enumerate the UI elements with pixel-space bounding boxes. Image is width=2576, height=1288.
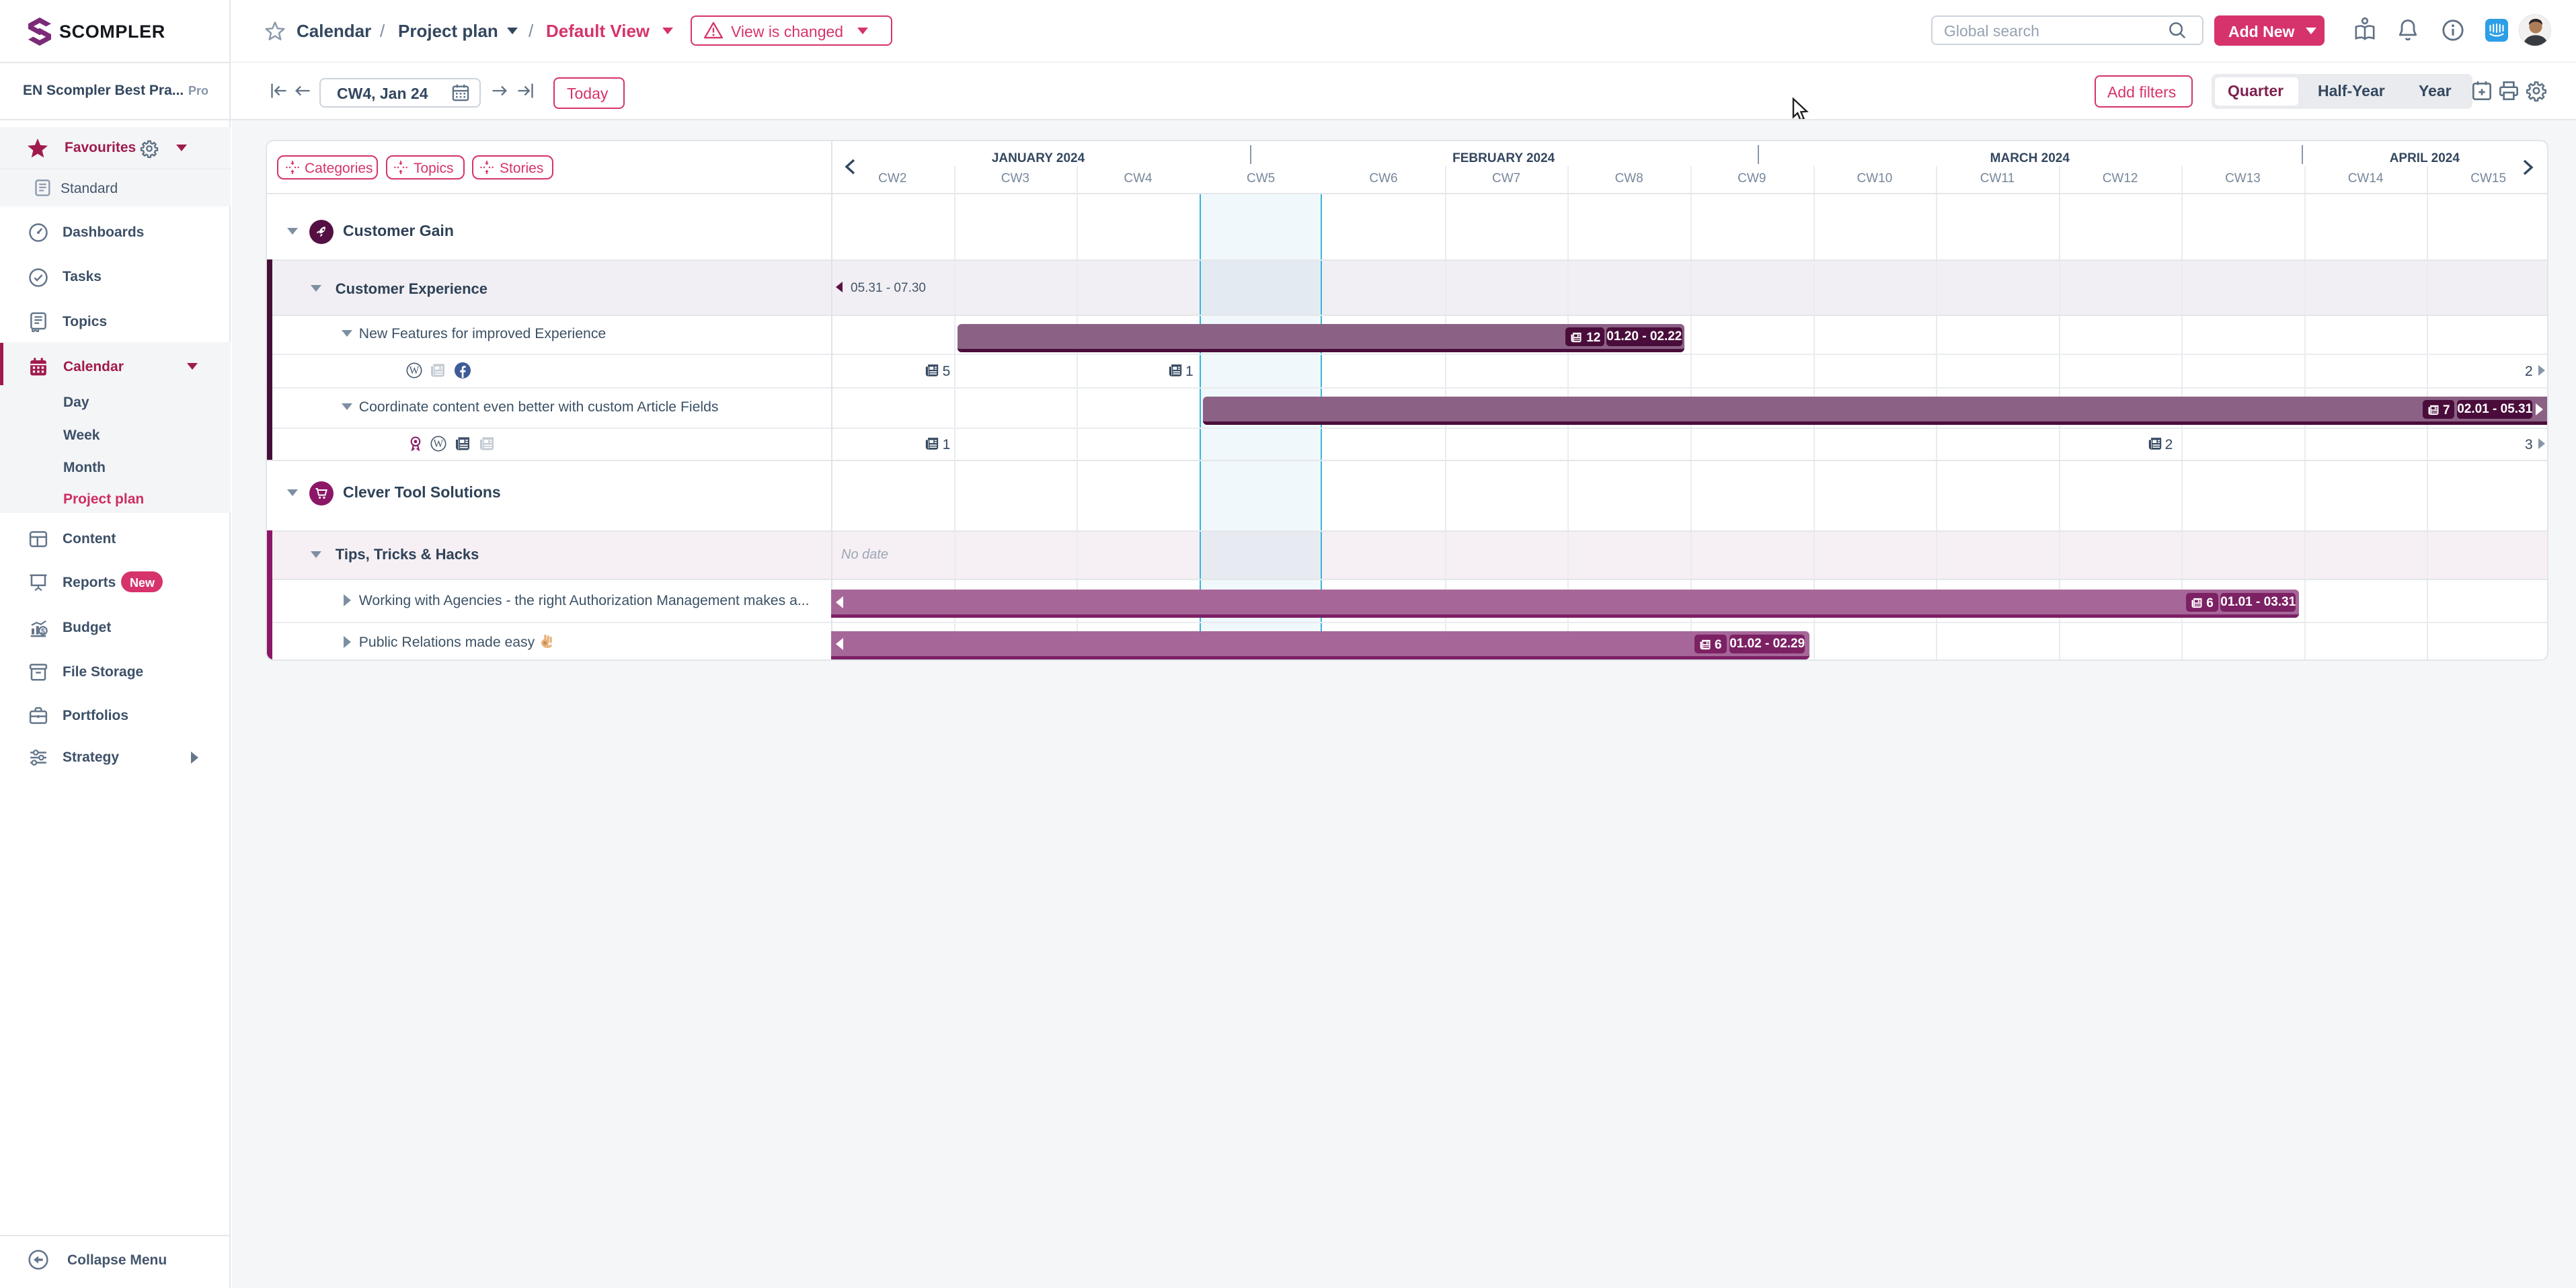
svg-text:$: $ (41, 627, 46, 635)
svg-text:W: W (409, 365, 420, 376)
svg-text:W: W (434, 438, 444, 450)
